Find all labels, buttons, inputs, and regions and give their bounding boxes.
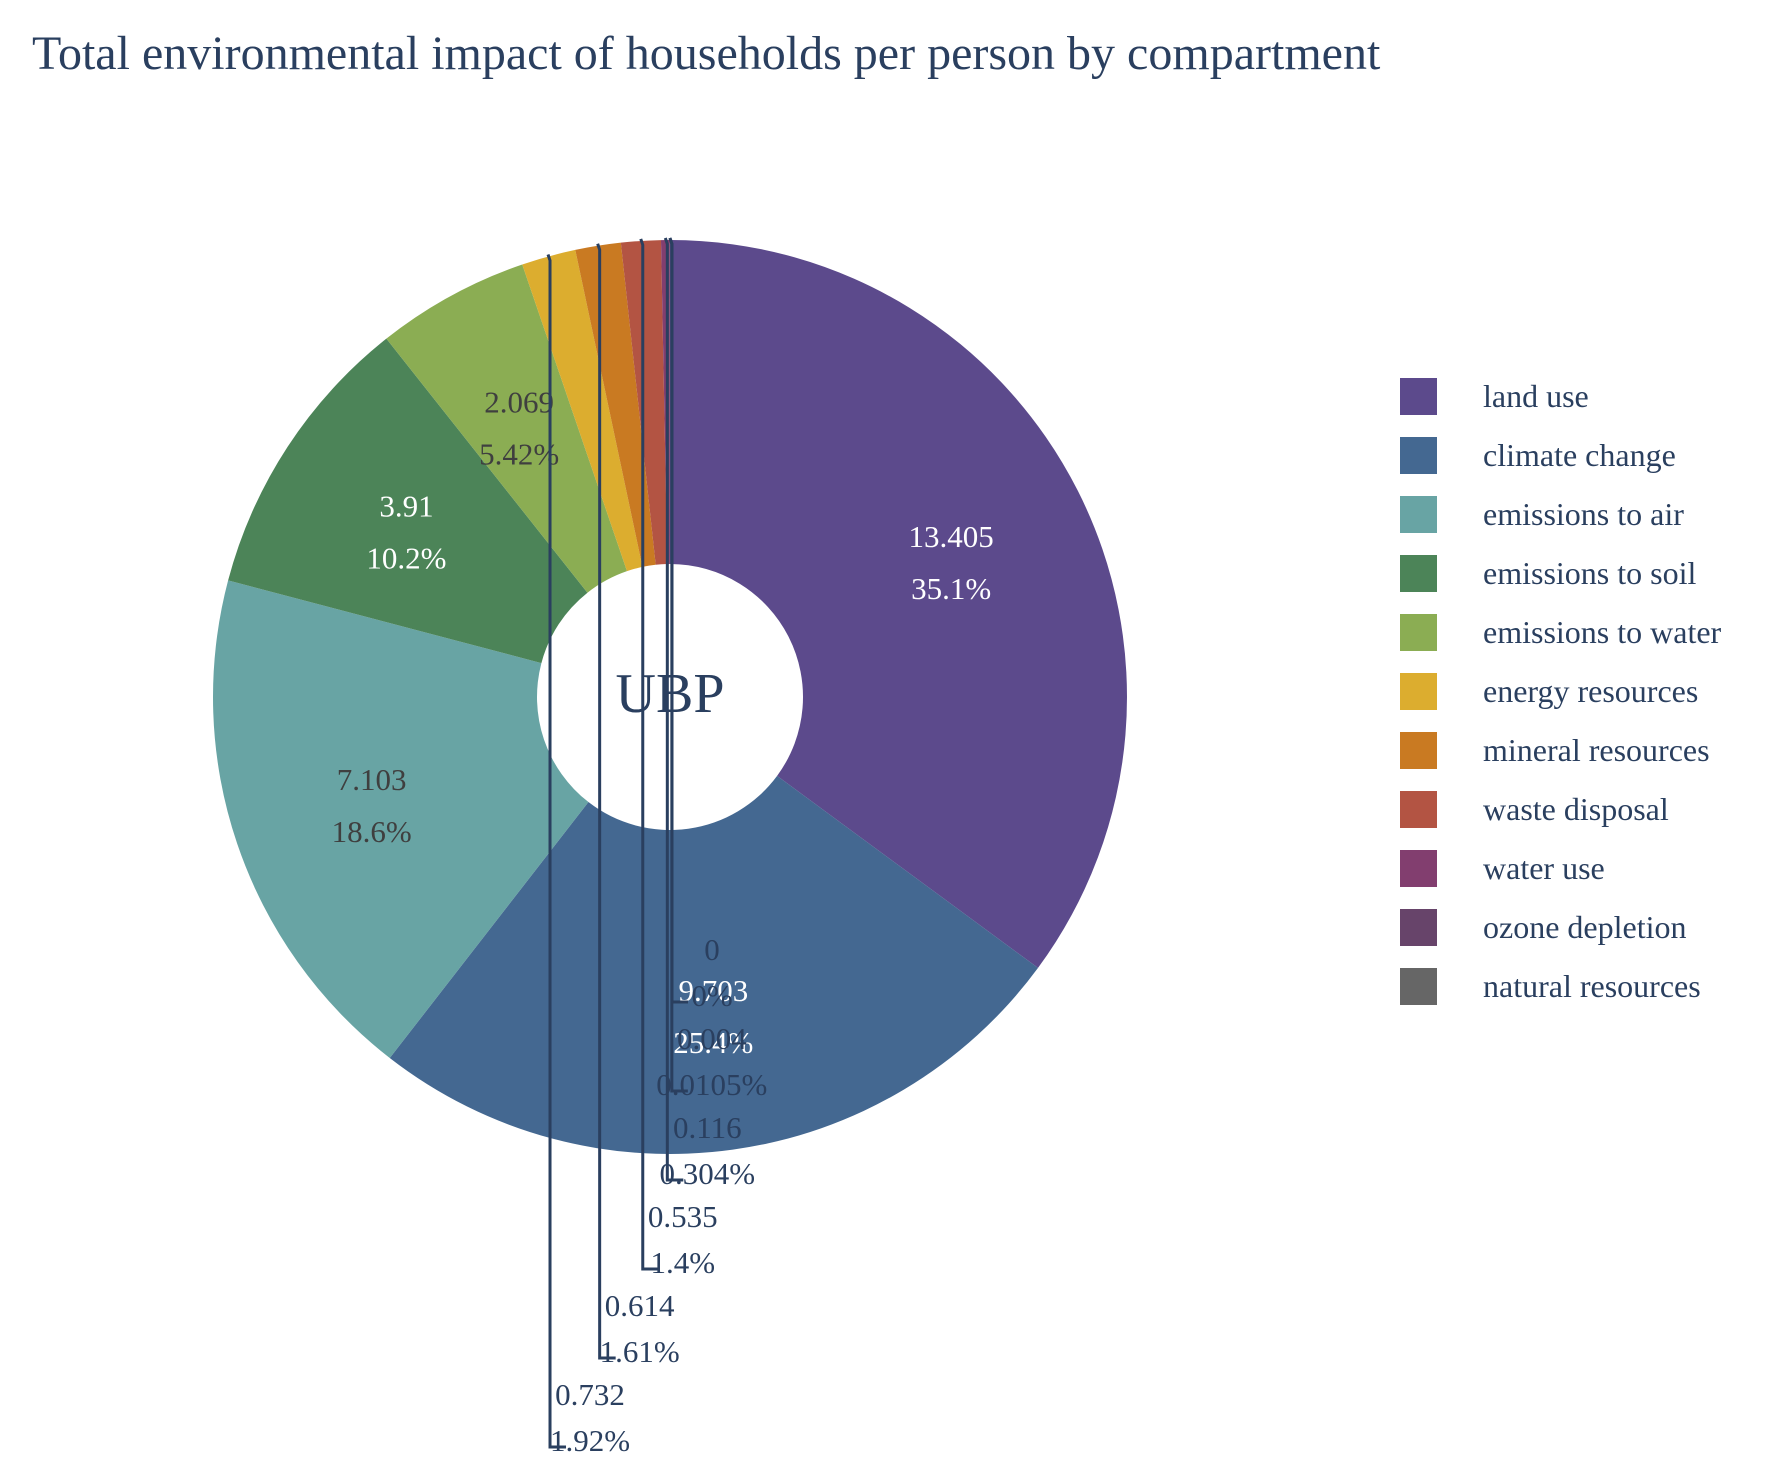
legend-swatch <box>1400 378 1437 415</box>
slice-value-label: 13.405 <box>908 519 993 554</box>
leader-line <box>639 238 659 1271</box>
slice-label-emissions-to-soil: 3.91 10.2% <box>366 488 446 575</box>
slice-mineral-resources[interactable] <box>575 242 656 567</box>
chart-title: Total environmental impact of households… <box>32 27 1381 80</box>
slice-value-label: 2.069 <box>484 384 554 419</box>
legend-swatch <box>1400 850 1437 887</box>
slice-percent-label: 1.92% <box>550 1423 630 1458</box>
legend-item-water-use[interactable]: water use <box>1400 839 1721 898</box>
outside-label-waste-disposal: 0.535 1.4% <box>639 238 718 1280</box>
outside-label-mineral-resources: 0.614 1.61% <box>596 243 680 1369</box>
legend-swatch <box>1400 909 1437 946</box>
legend-swatch <box>1400 437 1437 474</box>
legend-label: mineral resources <box>1483 732 1710 768</box>
legend-label: emissions to soil <box>1483 555 1697 591</box>
leader-line <box>596 243 616 1360</box>
legend-item-mineral-resources[interactable]: mineral resources <box>1400 721 1721 780</box>
slice-emissions-to-air[interactable] <box>212 580 589 1058</box>
legend-item-energy-resources[interactable]: energy resources <box>1400 662 1721 721</box>
legend-item-waste-disposal[interactable]: waste disposal <box>1400 780 1721 839</box>
legend-label: water use <box>1483 850 1605 886</box>
slice-label-emissions-to-air: 7.103 18.6% <box>332 762 412 849</box>
legend-label: climate change <box>1483 437 1676 473</box>
slice-land-use[interactable] <box>670 240 1128 968</box>
legend-label: emissions to water <box>1483 614 1722 650</box>
legend-label: energy resources <box>1483 673 1699 709</box>
slice-label-land-use: 13.405 35.1% <box>908 519 993 606</box>
slice-percent-label: 10.2% <box>366 540 446 575</box>
legend-swatch <box>1400 791 1437 828</box>
legend-swatch <box>1400 614 1437 651</box>
slice-climate-change[interactable] <box>389 775 1039 1155</box>
legend-swatch <box>1400 673 1437 710</box>
legend-label: land use <box>1483 378 1589 414</box>
legend-item-natural-resources[interactable]: natural resources <box>1400 957 1721 1016</box>
slice-percent-label: 0.0105% <box>656 1067 767 1102</box>
legend-item-climate-change[interactable]: climate change <box>1400 426 1721 485</box>
slice-value-label: 0.535 <box>648 1199 718 1234</box>
legend-item-land-use[interactable]: land use <box>1400 367 1721 426</box>
legend-label: emissions to air <box>1483 496 1684 532</box>
legend-swatch <box>1400 555 1437 592</box>
slice-label-emissions-to-water: 2.069 5.42% <box>479 384 559 471</box>
legend-swatch <box>1400 496 1437 533</box>
legend-label: natural resources <box>1483 968 1701 1004</box>
slice-value-label: 0 <box>704 932 720 967</box>
slice-energy-resources[interactable] <box>522 249 643 572</box>
center-label: UBP <box>616 663 725 725</box>
slice-value-label: 7.103 <box>337 762 407 797</box>
legend: land use climate change emissions to air em… <box>1400 367 1721 1016</box>
legend-label: ozone depletion <box>1483 909 1687 945</box>
leader-line <box>668 237 688 1093</box>
slice-value-label: 0.614 <box>605 1288 675 1323</box>
slice-value-label: 3.91 <box>379 488 433 523</box>
leader-line <box>546 254 567 1449</box>
slice-percent-label: 1.4% <box>650 1245 715 1280</box>
outside-label-energy-resources: 0.732 1.92% <box>546 254 630 1458</box>
pie-slices <box>212 240 1128 1155</box>
slice-percent-label: 5.42% <box>479 436 559 471</box>
slice-percent-label: 25.4% <box>673 1025 753 1060</box>
outside-label-ozone-depletion: 0.004 0.0105% <box>656 237 767 1102</box>
outside-label-water-use: 0.116 0.304% <box>660 237 756 1191</box>
slice-percent-label: 18.6% <box>332 814 412 849</box>
legend-item-emissions-to-water[interactable]: emissions to water <box>1400 603 1721 662</box>
legend-item-emissions-to-soil[interactable]: emissions to soil <box>1400 544 1721 603</box>
slice-percent-label: 0% <box>691 978 732 1013</box>
pie-labels: 13.405 35.1% 9.703 25.4% 7.103 18.6% 3.91 10.2%… <box>332 237 994 1458</box>
slice-percent-label: 35.1% <box>911 571 991 606</box>
legend-swatch <box>1400 968 1437 1005</box>
legend-item-ozone-depletion[interactable]: ozone depletion <box>1400 898 1721 957</box>
slice-emissions-to-water[interactable] <box>386 264 628 593</box>
slice-emissions-to-soil[interactable] <box>228 338 588 664</box>
slice-value-label: 0.116 <box>673 1110 742 1145</box>
slice-percent-label: 0.304% <box>660 1156 756 1191</box>
slice-percent-label: 1.61% <box>600 1334 680 1369</box>
slice-label-climate-change: 9.703 25.4% <box>673 973 753 1060</box>
slice-value-label: 0.004 <box>677 1021 747 1056</box>
legend-label: waste disposal <box>1483 791 1669 827</box>
leader-line <box>663 237 684 1182</box>
legend-item-emissions-to-air[interactable]: emissions to air <box>1400 485 1721 544</box>
legend-swatch <box>1400 732 1437 769</box>
slice-value-label: 0.732 <box>555 1377 625 1412</box>
slice-value-label: 9.703 <box>678 973 748 1008</box>
